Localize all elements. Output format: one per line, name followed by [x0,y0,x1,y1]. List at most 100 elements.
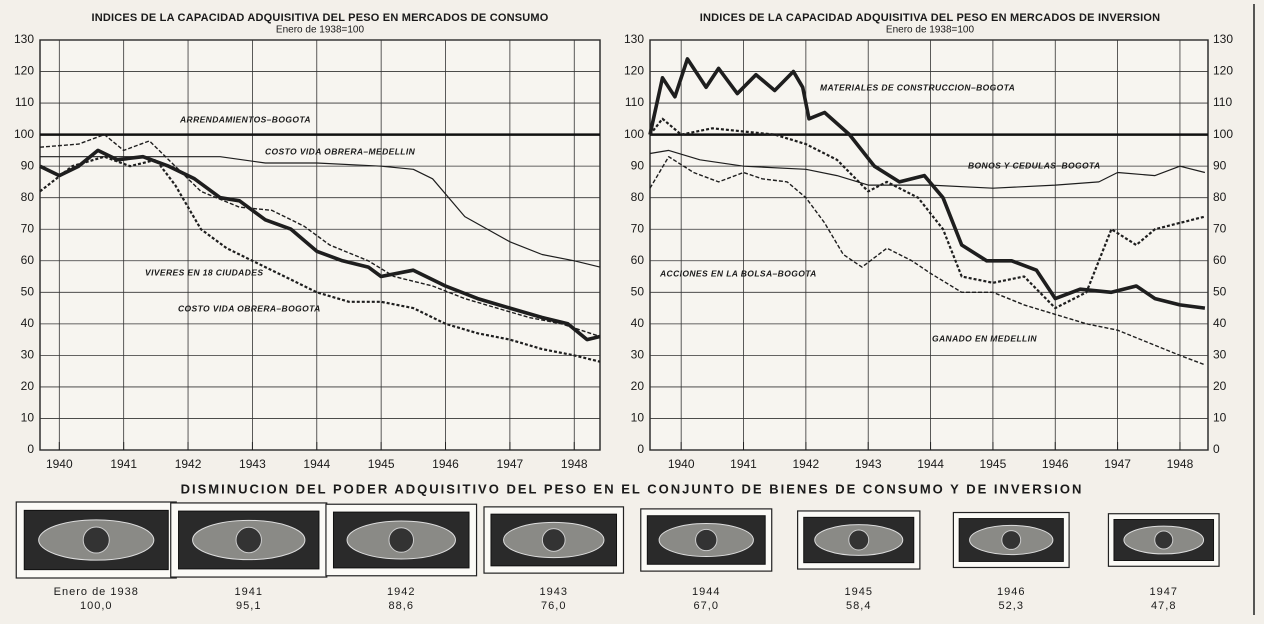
banknote-value: 52,3 [999,600,1024,612]
banknote-category: 1941 [235,586,263,598]
series-label: COSTO VIDA OBRERA–MEDELLIN [265,146,416,156]
x-tick-label: 1947 [1104,457,1131,471]
banknote-value: 58,4 [846,600,871,612]
series-label: MATERIALES DE CONSTRUCCION–BOGOTA [820,82,1015,92]
y-tick-label: 0 [27,442,34,456]
y-tick-label: 120 [14,64,34,78]
y-tick-label: 70 [631,221,645,235]
y-tick-label: 100 [14,127,34,141]
series-line [649,117,1206,310]
y-tick-label: 90 [21,158,35,172]
chart-subtitle: Enero de 1938=100 [276,25,365,36]
series-line [649,149,1206,189]
y-tick-label-right: 30 [1213,348,1227,362]
y-tick-label: 70 [21,221,35,235]
x-tick-label: 1940 [668,457,695,471]
x-tick-label: 1947 [497,457,524,471]
y-tick-label-right: 50 [1213,284,1227,298]
x-tick-label: 1943 [239,457,266,471]
x-tick-label: 1948 [1167,457,1194,471]
y-tick-label: 80 [631,190,645,204]
banknote-category: 1942 [387,586,415,598]
banknote-category: 1947 [1150,586,1178,598]
banknote-seal [1001,530,1022,550]
series-label: ARRENDAMIENTOS–BOGOTA [179,114,311,124]
chart-title: INDICES DE LA CAPACIDAD ADQUISITIVA DEL … [700,12,1161,24]
banknote-category: 1943 [540,586,568,598]
x-tick-label: 1946 [432,457,459,471]
series-line [39,155,601,363]
x-tick-label: 1948 [561,457,588,471]
series-label: ACCIONES EN LA BOLSA–BOGOTA [659,268,817,278]
banknote-seal [1154,530,1174,550]
y-tick-label: 40 [631,316,645,330]
y-tick-label-right: 10 [1213,411,1227,425]
y-tick-label-right: 20 [1213,379,1227,393]
y-tick-label: 80 [21,190,35,204]
x-tick-label: 1940 [46,457,73,471]
x-tick-label: 1943 [855,457,882,471]
chart-title: INDICES DE LA CAPACIDAD ADQUISITIVA DEL … [91,12,548,24]
x-tick-label: 1942 [175,457,202,471]
chart-subtitle: Enero de 1938=100 [886,25,975,36]
y-tick-label: 30 [631,348,645,362]
banknote-seal [235,526,262,554]
banknote-seal [848,529,870,551]
y-tick-label-right: 100 [1213,127,1233,141]
y-tick-label-right: 70 [1213,221,1227,235]
series-line [40,156,601,268]
banknote-value: 95,1 [236,600,261,612]
y-tick-label: 130 [624,32,644,46]
plot-area [39,39,601,451]
y-tick-label: 130 [14,32,34,46]
y-tick-label: 60 [21,253,35,267]
series-line [649,156,1206,366]
x-tick-label: 1941 [730,457,757,471]
banknote-value: 47,8 [1151,600,1176,612]
y-tick-label-right: 0 [1213,442,1220,456]
series-label: BONOS Y CEDULAS–BOGOTA [968,160,1101,170]
y-tick-label: 20 [631,379,645,393]
x-tick-label: 1942 [793,457,820,471]
banknote-category: 1944 [692,586,720,598]
series-label: GANADO EN MEDELLIN [932,333,1037,343]
y-tick-label: 60 [631,253,645,267]
banknote-seal [695,528,718,552]
banknote-seal [541,528,566,552]
y-tick-label-right: 110 [1213,95,1232,109]
y-tick-label: 100 [624,127,644,141]
x-tick-label: 1945 [980,457,1007,471]
banknote-category: 1946 [997,586,1025,598]
x-tick-label: 1944 [917,457,944,471]
y-tick-label: 110 [625,95,644,109]
x-tick-label: 1945 [368,457,395,471]
banknote-value: 76,0 [541,600,566,612]
series-label: COSTO VIDA OBRERA–BOGOTA [178,303,321,313]
y-tick-label-right: 60 [1213,253,1227,267]
section-title: DISMINUCION DEL PODER ADQUISITIVO DEL PE… [181,481,1084,496]
banknote-value: 88,6 [389,600,414,612]
series-line [39,133,601,338]
y-tick-label: 110 [15,95,34,109]
y-tick-label: 50 [631,284,645,298]
y-tick-label: 20 [21,379,35,393]
x-tick-label: 1941 [110,457,137,471]
y-tick-label-right: 90 [1213,158,1227,172]
y-tick-label: 10 [631,411,645,425]
plot-area [649,39,1209,451]
y-tick-label-right: 40 [1213,316,1227,330]
banknote-category: 1945 [845,586,873,598]
y-tick-label-right: 120 [1213,64,1233,78]
series-label: VIVERES EN 18 CIUDADES [145,267,263,277]
banknote-value: 100,0 [80,600,113,612]
y-tick-label: 30 [21,348,35,362]
banknote-value: 67,0 [694,600,719,612]
x-tick-label: 1944 [303,457,330,471]
y-tick-label: 50 [21,284,35,298]
x-tick-label: 1946 [1042,457,1069,471]
y-tick-label: 120 [624,64,644,78]
y-tick-label: 10 [21,411,35,425]
y-tick-label: 40 [21,316,35,330]
y-tick-label: 90 [631,158,645,172]
